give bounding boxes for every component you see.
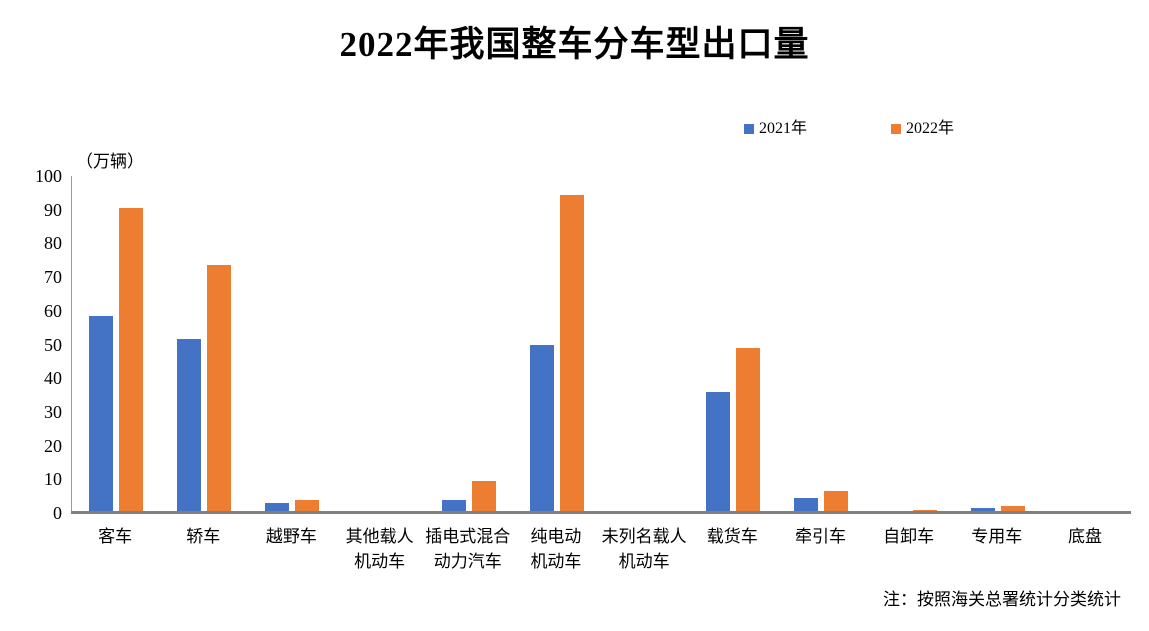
y-tick-label-40: 40: [44, 368, 62, 389]
legend-label-2022: 2022年: [906, 120, 955, 137]
plot-area: [71, 176, 1130, 513]
category-group-轿车: [160, 176, 248, 513]
x-category-label-牵引车: 牵引车: [794, 527, 846, 546]
chart-title: 2022年我国整车分车型出口量: [339, 25, 810, 64]
x-category-label-其他载人机动车: 其他载人 机动车: [345, 527, 414, 571]
legend-label-2021: 2021年: [759, 120, 808, 137]
x-category-label-纯电动机动车: 纯电动 机动车: [530, 527, 582, 571]
bar-2022年-载货车: [736, 347, 761, 513]
x-category-label-载货车: 载货车: [706, 527, 758, 546]
legend-item-2021: 2021年: [744, 119, 807, 139]
category-group-牵引车: [777, 176, 865, 513]
y-tick-label-50: 50: [44, 334, 62, 355]
bar-2021年-越野车: [265, 502, 290, 513]
bar-2021年-插电式混合动力汽车: [441, 499, 466, 513]
y-axis-unit-label: （万辆）: [76, 152, 144, 171]
bar-2021年-纯电动机动车: [529, 344, 554, 513]
bar-2021年-牵引车: [794, 497, 819, 513]
x-axis-labels: 客车 轿车 越野车 其他载人 机动车 插电式混合 动力汽车 纯电动 机动车 未列名载人 机动车 载货车…: [71, 524, 1129, 574]
bar-2021年-专用车: [970, 507, 995, 513]
category-group-自卸车: [866, 176, 954, 513]
category-group-其他载人机动车: [337, 176, 425, 513]
x-category-label-专用车: 专用车: [971, 527, 1023, 546]
bar-2022年-轿车: [207, 265, 232, 513]
x-category-label-客车: 客车: [98, 527, 133, 546]
bar-2022年-专用车: [1000, 505, 1025, 513]
y-axis-ticks: 0 10 20 30 40 50 60 70 80 90 100: [14, 166, 62, 523]
category-group-底盘: [1042, 176, 1130, 513]
x-category-label-未列名载人机动车: 未列名载人 机动车: [601, 527, 687, 571]
x-axis-line: [71, 511, 1131, 514]
y-tick-label-60: 60: [44, 300, 62, 321]
bar-2021年-轿车: [177, 339, 202, 513]
bar-2021年-载货车: [706, 391, 731, 513]
y-tick-label-90: 90: [44, 199, 62, 220]
x-category-label-自卸车: 自卸车: [883, 527, 935, 546]
legend-swatch-2022-icon: [891, 124, 902, 134]
bar-2022年-客车: [119, 208, 144, 513]
x-category-label-越野车: 越野车: [265, 527, 317, 546]
x-category-label-轿车: 轿车: [186, 527, 221, 546]
category-group-未列名载人机动车: [601, 176, 689, 513]
bar-2022年-插电式混合动力汽车: [471, 481, 496, 513]
category-group-纯电动机动车: [513, 176, 601, 513]
legend: 2021年 2022年: [744, 119, 954, 139]
y-tick-label-100: 100: [35, 166, 62, 186]
bar-2022年-纯电动机动车: [559, 194, 584, 513]
category-group-客车: [72, 176, 160, 513]
x-category-label-底盘: 底盘: [1067, 527, 1102, 546]
category-group-专用车: [954, 176, 1042, 513]
y-tick-label-70: 70: [44, 267, 62, 288]
bar-2021年-客车: [89, 315, 114, 513]
y-tick-label-30: 30: [44, 401, 62, 422]
y-tick-label-10: 10: [44, 469, 62, 490]
legend-swatch-2021-icon: [744, 124, 754, 134]
category-group-插电式混合动力汽车: [425, 176, 513, 513]
y-tick-label-20: 20: [44, 435, 62, 456]
y-tick-label-80: 80: [44, 233, 62, 254]
footnote: 注：按照海关总署统计分类统计: [883, 590, 1121, 609]
bar-2022年-越野车: [295, 499, 320, 513]
category-group-载货车: [689, 176, 777, 513]
bar-2022年-牵引车: [824, 491, 849, 513]
x-category-label-插电式混合动力汽车: 插电式混合 动力汽车: [425, 527, 511, 571]
legend-item-2022: 2022年: [891, 119, 954, 139]
y-tick-label-0: 0: [53, 503, 62, 523]
category-group-越野车: [248, 176, 336, 513]
